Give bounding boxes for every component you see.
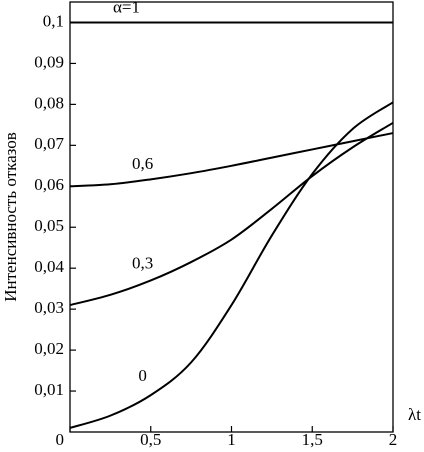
y-tick-label: 0,01 — [34, 380, 64, 399]
curve — [69, 101, 394, 429]
y-tick-label: 0,04 — [34, 257, 64, 276]
x-tick-label: 1,5 — [302, 430, 323, 449]
x-axis-label: λt — [408, 405, 421, 424]
y-tick-label: 0,09 — [34, 52, 64, 71]
plot-frame — [69, 1, 394, 433]
x-tick-label: 2 — [389, 430, 398, 449]
curve-label: 0,6 — [132, 154, 153, 173]
curve-label: 0 — [138, 366, 147, 385]
y-tick-label: 0,07 — [34, 134, 64, 153]
y-tick-label: 0,02 — [34, 339, 64, 358]
y-tick-label: 0,05 — [34, 216, 64, 235]
y-axis-label: Интенсивность отказов — [1, 132, 20, 302]
y-tick-label: 0,06 — [34, 175, 64, 194]
y-tick-label: 0,1 — [43, 11, 64, 30]
y-tick-label: 0,08 — [34, 93, 64, 112]
curve — [69, 121, 394, 307]
curve-label: α=1 — [113, 0, 140, 16]
curve — [69, 132, 394, 188]
y-tick-label: 0,03 — [34, 298, 64, 317]
curve-label: 0,3 — [132, 253, 153, 272]
x-tick-label: 1 — [227, 430, 236, 449]
x-tick-label: 0,5 — [140, 430, 161, 449]
x-tick-label: 0 — [56, 430, 65, 449]
